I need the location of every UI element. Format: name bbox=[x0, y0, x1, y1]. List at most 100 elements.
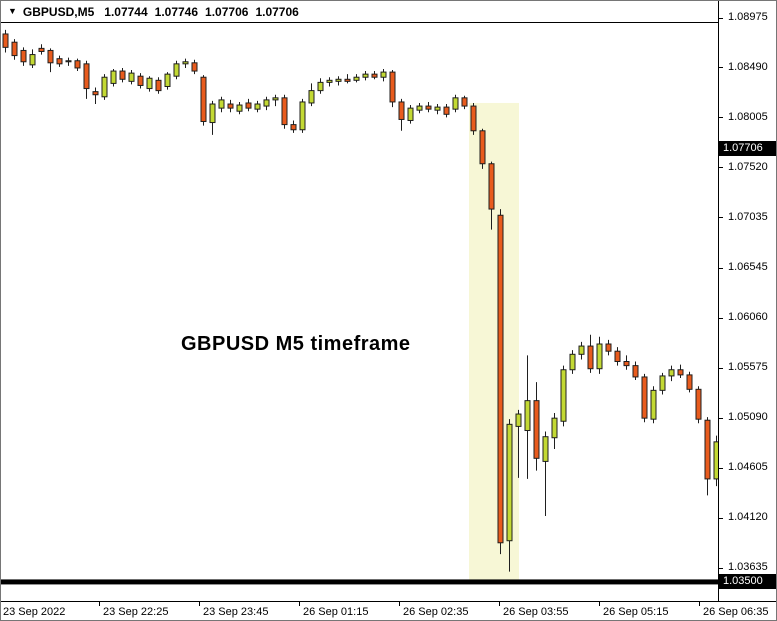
candle-body bbox=[191, 62, 198, 72]
candle-body bbox=[263, 99, 270, 107]
candle-body bbox=[2, 33, 9, 48]
candle-body bbox=[56, 58, 63, 65]
candle-body bbox=[713, 441, 718, 480]
quote-low: 1.07706 bbox=[205, 4, 249, 19]
candle-body bbox=[119, 70, 126, 80]
time-tick-label: 26 Sep 03:55 bbox=[503, 606, 569, 618]
candle-body bbox=[497, 214, 504, 544]
candle-body bbox=[560, 369, 567, 422]
price-tick bbox=[719, 17, 723, 19]
candle-body bbox=[92, 91, 99, 96]
price-tick-label: 1.04605 bbox=[728, 461, 768, 474]
candle-body bbox=[506, 423, 513, 542]
price-tick bbox=[719, 267, 723, 269]
price-tick-label: 1.06060 bbox=[728, 311, 768, 324]
candle-body bbox=[515, 413, 522, 427]
candle-body bbox=[344, 78, 351, 82]
candle-body bbox=[605, 343, 612, 352]
candle-body bbox=[677, 369, 684, 376]
price-tick bbox=[719, 317, 723, 319]
candle-body bbox=[686, 374, 693, 390]
time-tick bbox=[99, 602, 100, 606]
candle-body bbox=[47, 49, 54, 64]
time-tick bbox=[399, 602, 400, 606]
candle-body bbox=[353, 76, 360, 81]
candle-body bbox=[335, 78, 342, 82]
price-tick-label: 1.04120 bbox=[728, 511, 768, 524]
candle-body bbox=[380, 71, 387, 78]
candle-body bbox=[245, 102, 252, 109]
candle-body bbox=[236, 104, 243, 112]
candle-body bbox=[488, 163, 495, 210]
candle-body bbox=[470, 105, 477, 132]
price-tick-label: 1.07520 bbox=[728, 160, 768, 173]
price-tick bbox=[719, 67, 723, 69]
candle-body bbox=[542, 436, 549, 462]
symbol-timeframe-label: GBPUSD,M5 bbox=[22, 4, 95, 19]
candle-body bbox=[101, 76, 108, 98]
candle-body bbox=[416, 105, 423, 111]
candle-body bbox=[578, 345, 585, 355]
candle-body bbox=[74, 60, 81, 69]
candle-body bbox=[695, 388, 702, 420]
time-tick bbox=[599, 602, 600, 606]
candle-body bbox=[20, 49, 27, 63]
candle-body bbox=[290, 124, 297, 131]
candle-body bbox=[182, 61, 189, 65]
candle-body bbox=[452, 97, 459, 110]
candle-body bbox=[443, 106, 450, 115]
candle-body bbox=[272, 97, 279, 101]
candle-body bbox=[371, 73, 378, 78]
candle-body bbox=[704, 419, 711, 480]
candle-body bbox=[254, 103, 261, 110]
candle-body bbox=[596, 343, 603, 370]
candle-body bbox=[632, 365, 639, 378]
time-tick bbox=[199, 602, 200, 606]
current-price-marker: 1.07706 bbox=[719, 140, 776, 156]
price-tick bbox=[719, 117, 723, 119]
symbol-dropdown-icon: ▼ bbox=[8, 6, 17, 16]
candle-body bbox=[326, 79, 333, 83]
candle-body bbox=[155, 79, 162, 92]
candle-body bbox=[587, 345, 594, 370]
candle-body bbox=[623, 361, 630, 367]
candle-body bbox=[164, 73, 171, 87]
candle-body bbox=[389, 71, 396, 103]
candle-body bbox=[317, 81, 324, 92]
price-tick-label: 1.08005 bbox=[728, 110, 768, 123]
hline-price-marker: 1.03500 bbox=[719, 573, 776, 589]
price-axis[interactable]: 1.08975 1.08490 1.08005 1.07520 1.07035 1.065… bbox=[718, 1, 776, 601]
time-axis[interactable]: 23 Sep 2022 23 Sep 22:25 23 Sep 23:45 26 Se… bbox=[1, 601, 776, 620]
time-tick-label: 26 Sep 05:15 bbox=[603, 606, 669, 618]
price-tick bbox=[719, 467, 723, 469]
candle-body bbox=[614, 350, 621, 363]
quote-header: ▼ GBPUSD,M5 1.07744 1.07746 1.07706 1.07… bbox=[1, 1, 718, 23]
candle-body bbox=[479, 130, 486, 165]
candle-body bbox=[299, 101, 306, 131]
chart-plot-area[interactable]: ▼ GBPUSD,M5 1.07744 1.07746 1.07706 1.07… bbox=[1, 1, 718, 601]
price-tick-label: 1.05575 bbox=[728, 361, 768, 374]
time-tick-label: 26 Sep 02:35 bbox=[403, 606, 469, 618]
candle-body bbox=[641, 376, 648, 419]
price-tick bbox=[719, 167, 723, 169]
candle-body bbox=[533, 400, 540, 459]
price-tick-label: 1.08490 bbox=[728, 60, 768, 73]
price-tick bbox=[719, 567, 723, 569]
candlestick-chart[interactable] bbox=[1, 1, 718, 601]
candle-body bbox=[29, 54, 36, 66]
candle-body bbox=[569, 353, 576, 371]
time-tick-label: 23 Sep 2022 bbox=[3, 606, 66, 618]
candle-body bbox=[461, 97, 468, 107]
candle-body bbox=[110, 70, 117, 84]
price-tick bbox=[719, 517, 723, 519]
candle-body bbox=[425, 105, 432, 110]
time-tick bbox=[499, 602, 500, 606]
price-tick-label: 1.08975 bbox=[728, 11, 768, 23]
horizontal-line-1035[interactable] bbox=[1, 579, 718, 585]
candle-body bbox=[362, 73, 369, 78]
time-tick-label: 26 Sep 01:15 bbox=[303, 606, 369, 618]
time-tick bbox=[699, 602, 700, 606]
candle-body bbox=[173, 63, 180, 77]
candle-body bbox=[308, 90, 315, 104]
